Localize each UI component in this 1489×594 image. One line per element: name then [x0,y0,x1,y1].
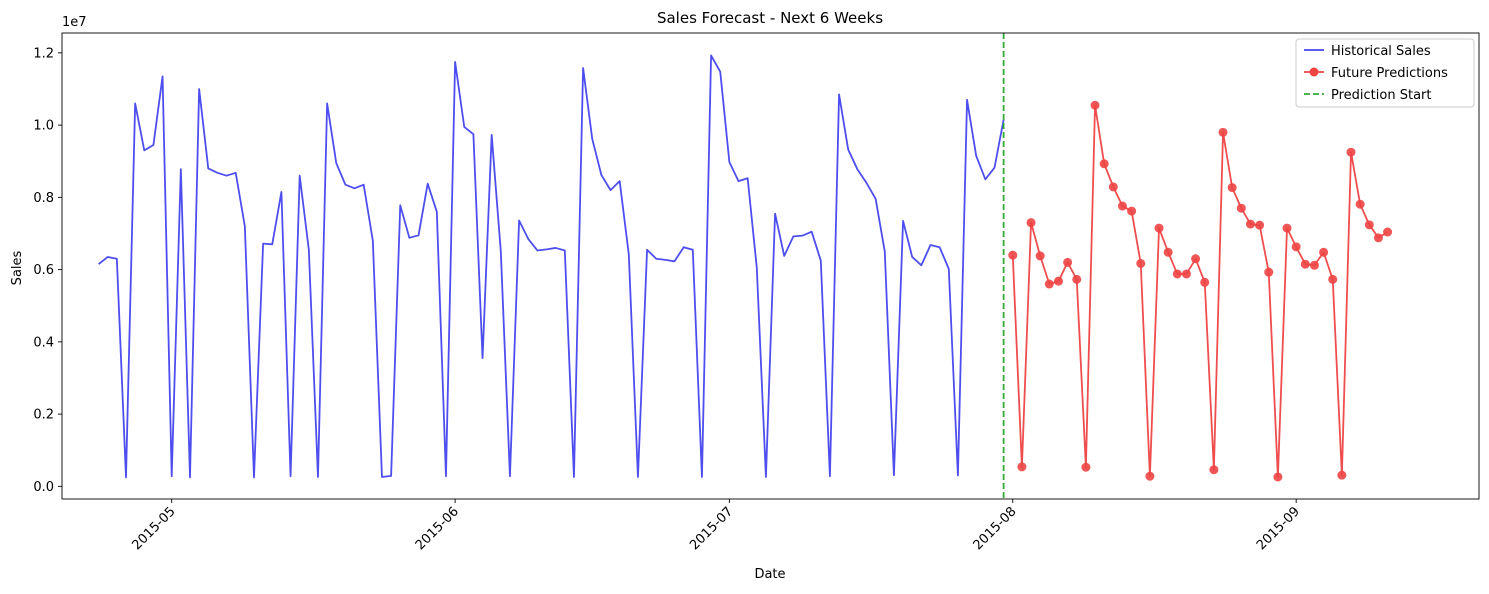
prediction-point-2 [1026,218,1036,228]
legend: Historical Sales Future Predictions Pred… [1295,38,1475,108]
prediction-point-33 [1309,260,1319,270]
prediction-point-41 [1383,227,1393,237]
future-predictions-line [1011,104,1389,478]
y-tick-label: 0.4 [33,335,54,350]
prediction-point-25 [1236,203,1246,213]
x-tick-label: 2015-08 [971,504,1020,553]
prediction-point-14 [1136,258,1146,268]
prediction-point-30 [1282,223,1292,233]
prediction-point-35 [1328,274,1338,284]
prediction-point-9 [1090,100,1100,110]
x-tick-label: 2015-05 [130,504,179,553]
y-tick-label: 0.0 [33,480,54,495]
historical-sales-line [98,54,1005,479]
prediction-point-37 [1346,147,1356,157]
prediction-point-31 [1291,242,1301,252]
prediction-point-15 [1145,471,1155,481]
legend-label-predictions: Future Predictions [1331,66,1448,81]
y-axis-ticks: 0.0 0.2 0.4 0.6 0.8 1.0 1.2 [33,46,62,495]
x-tick-label: 2015-07 [687,504,736,553]
y-tick-label: 1.2 [33,46,54,61]
prediction-point-6 [1063,257,1073,267]
plot-area [98,33,1393,499]
prediction-point-1 [1017,462,1027,472]
legend-marker-predictions [1309,67,1319,77]
prediction-point-4 [1044,279,1054,289]
y-tick-label: 0.2 [33,408,54,423]
y-axis-multiplier: 1e7 [62,15,87,30]
prediction-point-3 [1035,251,1045,261]
prediction-point-17 [1163,247,1173,257]
y-tick-label: 1.0 [33,119,54,134]
legend-label-historical: Historical Sales [1331,44,1431,59]
prediction-point-36 [1337,470,1347,480]
prediction-point-23 [1218,127,1228,137]
prediction-point-16 [1154,223,1164,233]
prediction-point-28 [1264,267,1274,277]
x-tick-label: 2015-06 [413,504,462,553]
prediction-point-39 [1364,220,1374,230]
y-axis-label: Sales [10,250,25,285]
x-axis-label: Date [754,567,785,582]
y-tick-label: 0.6 [33,263,54,278]
prediction-point-5 [1053,276,1063,286]
prediction-point-19 [1181,269,1191,279]
prediction-point-32 [1300,259,1310,269]
prediction-point-40 [1373,233,1383,243]
prediction-point-11 [1108,182,1118,192]
prediction-point-8 [1081,462,1091,472]
legend-label-prediction-start: Prediction Start [1331,88,1431,103]
prediction-point-24 [1227,183,1237,193]
prediction-point-34 [1319,247,1329,257]
x-axis-ticks: 2015-05 2015-06 2015-07 2015-08 2015-09 [130,499,1303,553]
prediction-point-10 [1099,159,1109,169]
chart-title: Sales Forecast - Next 6 Weeks [657,9,883,27]
prediction-point-21 [1200,277,1210,287]
prediction-point-12 [1117,201,1127,211]
prediction-point-38 [1355,199,1365,209]
prediction-point-27 [1255,220,1265,230]
prediction-point-26 [1245,219,1255,229]
prediction-point-7 [1072,274,1082,284]
prediction-point-29 [1273,472,1283,482]
y-tick-label: 0.8 [33,191,54,206]
prediction-point-0 [1008,250,1018,260]
prediction-point-20 [1191,254,1201,264]
prediction-point-13 [1127,206,1137,216]
plot-frame [61,32,1480,500]
prediction-point-22 [1209,465,1219,475]
legend-box [1295,38,1475,108]
x-tick-label: 2015-09 [1254,504,1303,553]
prediction-point-18 [1172,269,1182,279]
